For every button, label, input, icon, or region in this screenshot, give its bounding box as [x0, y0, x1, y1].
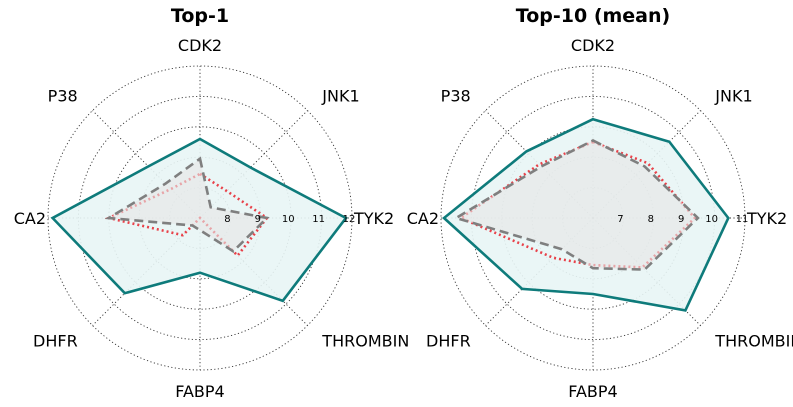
radar-panel-top-10-mean: Top-10 (mean) 7 8 9 10 11 CDK2 JNK1 TYK2 THROMBIN…: [407, 5, 793, 401]
axis-label-jnk1: JNK1: [321, 87, 359, 106]
radial-tick-label: 9: [255, 214, 261, 225]
axis-label-jnk1: JNK1: [714, 87, 752, 106]
radial-tick-label: 7: [617, 214, 623, 225]
axis-label-cdk2: CDK2: [178, 36, 222, 55]
radial-tick-label: 9: [678, 214, 684, 225]
chart-title: Top-10 (mean): [516, 5, 670, 27]
radial-tick-label: 8: [648, 214, 654, 225]
axis-label-thrombin: THROMBIN: [321, 331, 409, 350]
radial-tick-label: 10: [705, 214, 718, 225]
axis-label-p38: P38: [441, 87, 471, 106]
radar-panel-top-1: Top-1 8 9 10 11 12 CDK2 JNK1 TYK2 THROMBIN FABP4 DH…: [14, 5, 410, 401]
radial-tick-label: 10: [282, 214, 295, 225]
axis-label-tyk2: TYK2: [746, 209, 787, 228]
chart-title: Top-1: [171, 5, 229, 27]
axis-label-thrombin: THROMBIN: [714, 331, 793, 350]
axis-label-p38: P38: [48, 87, 78, 106]
axis-label-cdk2: CDK2: [571, 36, 615, 55]
axis-label-dhfr: DHFR: [426, 331, 471, 350]
radial-tick-label: 11: [736, 214, 749, 225]
axis-label-tyk2: TYK2: [353, 209, 394, 228]
series-gray-polygon: [104, 156, 270, 253]
axis-label-fabp4: FABP4: [568, 382, 617, 401]
radial-tick-label: 8: [224, 214, 230, 225]
axis-label-dhfr: DHFR: [33, 331, 78, 350]
series-red-polygon: [458, 140, 697, 269]
radial-tick-label: 11: [312, 214, 325, 225]
series-gray-polygon: [453, 139, 700, 271]
axis-label-fabp4: FABP4: [175, 382, 224, 401]
radial-tick-label: 12: [343, 214, 356, 225]
axis-label-ca2: CA2: [407, 209, 439, 228]
axis-label-ca2: CA2: [14, 209, 46, 228]
